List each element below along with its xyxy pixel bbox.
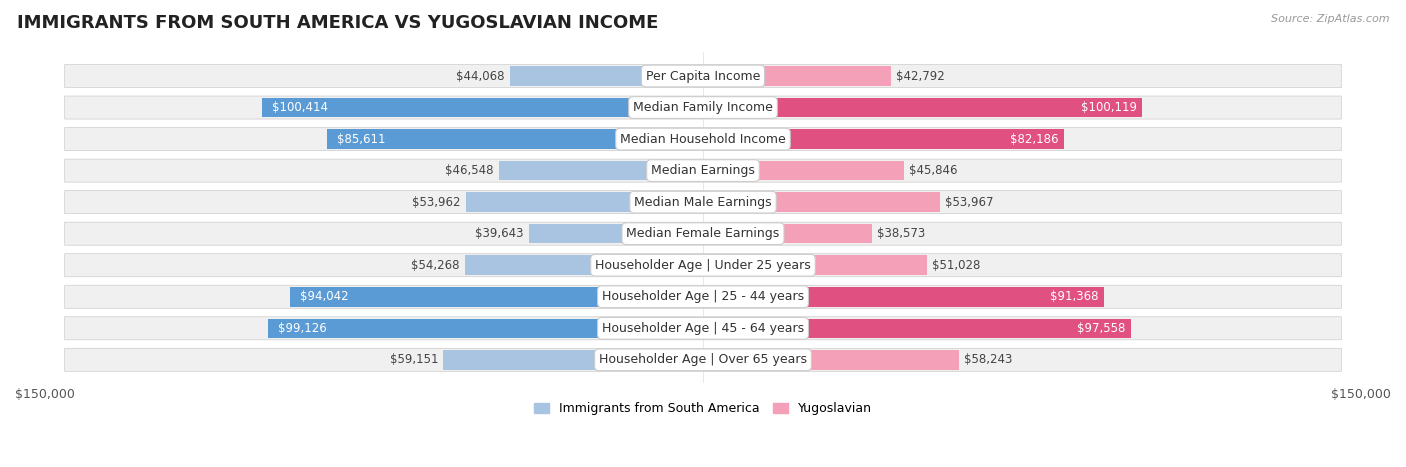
Text: $45,846: $45,846	[910, 164, 957, 177]
Bar	[509, 66, 703, 86]
FancyBboxPatch shape	[65, 64, 1341, 87]
Text: Householder Age | Under 25 years: Householder Age | Under 25 years	[595, 259, 811, 272]
Text: Median Male Earnings: Median Male Earnings	[634, 196, 772, 209]
Text: $91,368: $91,368	[1050, 290, 1098, 303]
Text: Median Household Income: Median Household Income	[620, 133, 786, 146]
Text: Median Female Earnings: Median Female Earnings	[627, 227, 779, 240]
Bar	[443, 350, 703, 369]
Bar	[703, 318, 1130, 338]
Bar	[269, 318, 703, 338]
Text: Median Family Income: Median Family Income	[633, 101, 773, 114]
Text: $82,186: $82,186	[1010, 133, 1059, 146]
Text: $94,042: $94,042	[301, 290, 349, 303]
Text: $53,967: $53,967	[945, 196, 994, 209]
Text: $51,028: $51,028	[932, 259, 980, 272]
Text: $38,573: $38,573	[877, 227, 925, 240]
FancyBboxPatch shape	[65, 348, 1341, 371]
Bar	[703, 98, 1142, 117]
Text: $100,414: $100,414	[273, 101, 329, 114]
FancyBboxPatch shape	[65, 285, 1341, 308]
Bar	[263, 98, 703, 117]
FancyBboxPatch shape	[65, 317, 1341, 340]
Text: $44,068: $44,068	[456, 70, 505, 83]
Legend: Immigrants from South America, Yugoslavian: Immigrants from South America, Yugoslavi…	[530, 397, 876, 420]
Bar	[465, 255, 703, 275]
Text: $100,119: $100,119	[1081, 101, 1137, 114]
Text: $53,962: $53,962	[412, 196, 461, 209]
Text: $85,611: $85,611	[337, 133, 385, 146]
Text: $58,243: $58,243	[963, 354, 1012, 366]
Bar	[703, 287, 1104, 306]
Bar	[703, 224, 872, 243]
Bar	[703, 161, 904, 180]
Bar	[499, 161, 703, 180]
Bar	[467, 192, 703, 212]
Bar	[291, 287, 703, 306]
Text: $39,643: $39,643	[475, 227, 524, 240]
Bar	[703, 66, 891, 86]
Bar	[328, 129, 703, 149]
Bar	[529, 224, 703, 243]
Text: $42,792: $42,792	[896, 70, 945, 83]
FancyBboxPatch shape	[65, 222, 1341, 245]
Text: $59,151: $59,151	[389, 354, 439, 366]
Text: $54,268: $54,268	[411, 259, 460, 272]
Text: Householder Age | 25 - 44 years: Householder Age | 25 - 44 years	[602, 290, 804, 303]
Bar	[703, 192, 939, 212]
Bar	[703, 255, 927, 275]
FancyBboxPatch shape	[65, 191, 1341, 214]
FancyBboxPatch shape	[65, 254, 1341, 277]
Text: Per Capita Income: Per Capita Income	[645, 70, 761, 83]
FancyBboxPatch shape	[65, 159, 1341, 182]
Bar	[703, 129, 1063, 149]
Text: IMMIGRANTS FROM SOUTH AMERICA VS YUGOSLAVIAN INCOME: IMMIGRANTS FROM SOUTH AMERICA VS YUGOSLA…	[17, 14, 658, 32]
FancyBboxPatch shape	[65, 127, 1341, 150]
Text: $99,126: $99,126	[278, 322, 326, 335]
Text: Householder Age | 45 - 64 years: Householder Age | 45 - 64 years	[602, 322, 804, 335]
Text: Median Earnings: Median Earnings	[651, 164, 755, 177]
Text: Householder Age | Over 65 years: Householder Age | Over 65 years	[599, 354, 807, 366]
Text: $97,558: $97,558	[1077, 322, 1126, 335]
Text: Source: ZipAtlas.com: Source: ZipAtlas.com	[1271, 14, 1389, 24]
Text: $46,548: $46,548	[446, 164, 494, 177]
Bar	[703, 350, 959, 369]
FancyBboxPatch shape	[65, 96, 1341, 119]
